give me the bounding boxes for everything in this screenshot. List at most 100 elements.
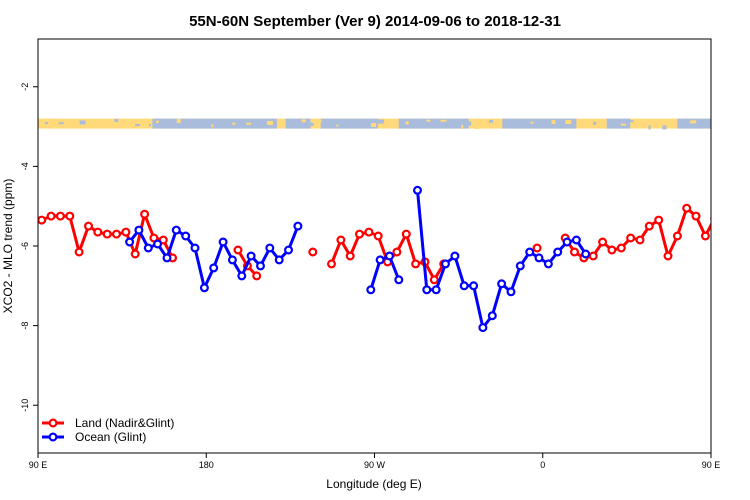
x-tick-label: 180 xyxy=(199,460,214,470)
data-point xyxy=(143,243,153,253)
data-point xyxy=(626,233,636,243)
band-speck xyxy=(114,118,119,122)
data-point xyxy=(111,229,121,239)
y-axis-label: XCO2 - MLO trend (ppm) xyxy=(1,179,15,314)
data-point xyxy=(534,253,544,263)
data-point xyxy=(130,249,140,259)
band-speck xyxy=(183,122,189,127)
series-line xyxy=(416,190,587,330)
data-point xyxy=(162,253,172,263)
band-speck xyxy=(426,119,431,122)
data-point xyxy=(429,275,439,285)
data-point xyxy=(497,279,507,289)
band-speck xyxy=(343,121,347,124)
data-point xyxy=(149,233,159,243)
band-speck xyxy=(51,118,56,121)
data-point xyxy=(364,227,374,237)
data-point xyxy=(265,243,275,253)
band-speck xyxy=(142,120,149,123)
data-point xyxy=(327,259,337,269)
band-speck xyxy=(475,125,480,130)
legend-item-0: Land (Nadir&Glint) xyxy=(42,416,174,430)
data-point xyxy=(581,249,591,259)
data-point xyxy=(246,251,256,261)
data-point xyxy=(616,243,626,253)
y-tick-label: -10 xyxy=(20,399,30,412)
y-tick-label: -6 xyxy=(20,242,30,250)
data-point xyxy=(46,211,56,221)
series-1 xyxy=(125,185,591,333)
band-speck xyxy=(461,124,464,129)
data-point xyxy=(121,227,131,237)
y-axis: -2 -4 -6 -8 -10 xyxy=(20,83,38,412)
legend-item-1: Ocean (Glint) xyxy=(42,430,146,444)
band-speck xyxy=(537,125,542,128)
band-speck xyxy=(530,121,534,124)
data-point xyxy=(506,287,516,297)
band-speck xyxy=(412,124,417,128)
data-point xyxy=(532,243,542,253)
data-point xyxy=(83,221,93,231)
data-point xyxy=(672,231,682,241)
band-speck xyxy=(239,119,244,122)
band-ocean-0 xyxy=(152,118,277,129)
data-point xyxy=(233,245,243,255)
band-speck xyxy=(627,120,634,123)
data-point xyxy=(190,243,200,253)
data-point xyxy=(459,281,469,291)
data-point xyxy=(74,247,84,257)
data-point xyxy=(373,231,383,241)
series-0 xyxy=(38,203,711,285)
data-point xyxy=(366,285,376,295)
data-point xyxy=(293,221,303,231)
band-speck xyxy=(294,122,298,126)
data-point xyxy=(411,259,421,269)
data-point xyxy=(218,237,228,247)
band-speck xyxy=(620,123,626,126)
series-line xyxy=(563,206,711,260)
data-point xyxy=(607,245,617,255)
data-point xyxy=(227,255,237,265)
data-point xyxy=(65,211,75,221)
data-point xyxy=(375,255,385,265)
data-point xyxy=(153,239,163,249)
legend-label: Land (Nadir&Glint) xyxy=(75,416,174,430)
band-speck xyxy=(315,119,322,123)
band-speck xyxy=(121,122,127,126)
data-point xyxy=(562,237,572,247)
band-speck xyxy=(211,124,214,128)
data-point xyxy=(478,323,488,333)
x-tick-label: 90 W xyxy=(364,460,386,470)
band-speck xyxy=(204,120,211,124)
data-point xyxy=(199,283,209,293)
data-point xyxy=(171,225,181,235)
band-speck xyxy=(405,121,409,125)
y-tick-label: -8 xyxy=(20,322,30,330)
data-point xyxy=(422,285,432,295)
data-point xyxy=(125,237,135,247)
band-speck xyxy=(58,122,64,125)
data-point xyxy=(450,251,460,261)
band-speck xyxy=(280,121,284,126)
band-speck xyxy=(572,123,575,128)
band-ocean-4 xyxy=(502,118,577,129)
data-point xyxy=(569,247,579,257)
band-speck xyxy=(648,125,651,130)
data-point xyxy=(392,247,402,257)
x-tick-label: 0 xyxy=(540,460,545,470)
series-line xyxy=(369,254,401,291)
band-speck xyxy=(440,119,447,122)
data-point xyxy=(158,235,168,245)
band-speck xyxy=(253,119,260,122)
band-speck xyxy=(669,122,675,127)
data-point xyxy=(55,211,65,221)
data-point xyxy=(691,211,701,221)
data-point xyxy=(469,281,479,291)
data-point xyxy=(644,221,654,231)
band-speck xyxy=(558,123,564,128)
band-speck xyxy=(72,123,78,128)
y-tick-label: -4 xyxy=(20,162,30,170)
x-tick-label: 90 E xyxy=(702,460,721,470)
data-point xyxy=(553,247,563,257)
